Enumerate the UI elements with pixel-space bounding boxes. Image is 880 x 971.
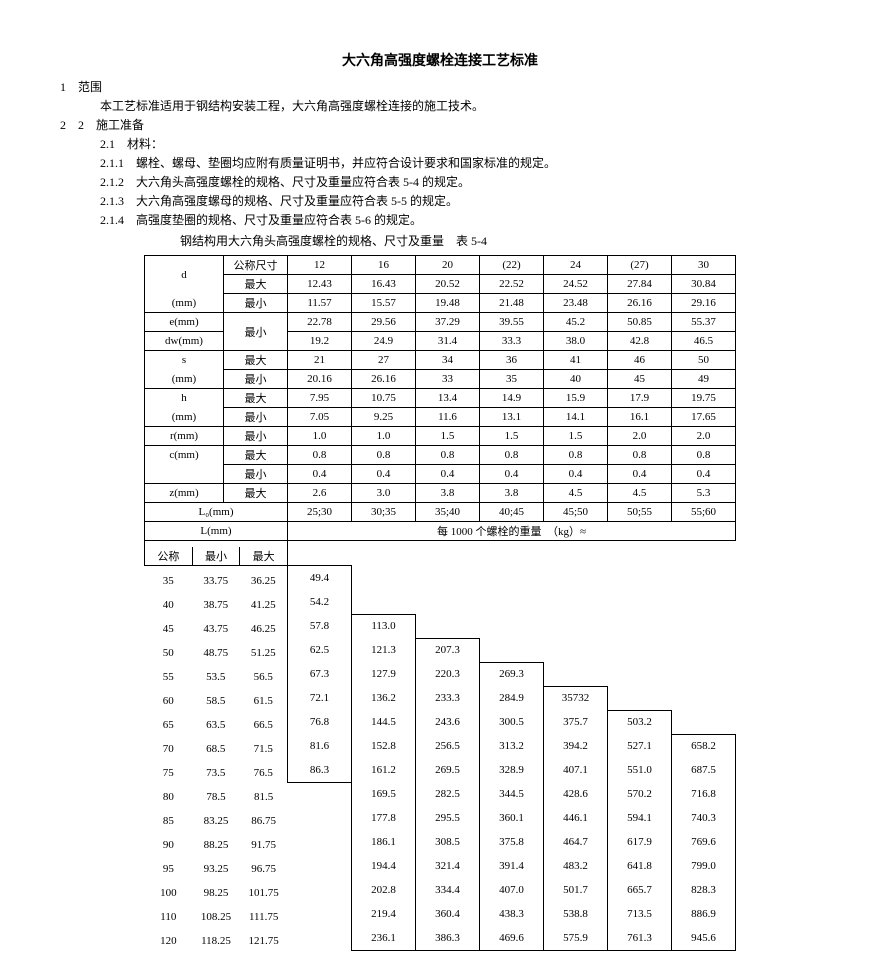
section-1-body: 本工艺标准适用于钢结构安装工程，大六角高强度螺栓连接的施工技术。	[60, 97, 820, 114]
section-2-1-2: 2.1.2 大六角头高强度螺栓的规格、尺寸及重量应符合表 5-4 的规定。	[60, 173, 820, 190]
section-2-1-3: 2.1.3 大六角高强度螺母的规格、尺寸及重量应符合表 5-5 的规定。	[60, 192, 820, 209]
section-2-1-1: 2.1.1 螺栓、螺母、垫圈均应附有质量证明书，并应符合设计要求和国家标准的规定…	[60, 154, 820, 171]
section-2-1-4: 2.1.4 高强度垫圈的规格、尺寸及重量应符合表 5-6 的规定。	[60, 211, 820, 228]
table-caption: 钢结构用大六角头高强度螺栓的规格、尺寸及重量 表 5-4	[60, 232, 820, 249]
doc-title: 大六角高强度螺栓连接工艺标准	[60, 50, 820, 70]
section-1: 1 范围	[60, 78, 820, 95]
spec-table: d公称尺寸121620(22)24(27)30最大12.4316.4320.52…	[144, 255, 736, 951]
section-2: 2 2 施工准备	[60, 116, 820, 133]
section-2-1: 2.1 材料：	[60, 135, 820, 152]
